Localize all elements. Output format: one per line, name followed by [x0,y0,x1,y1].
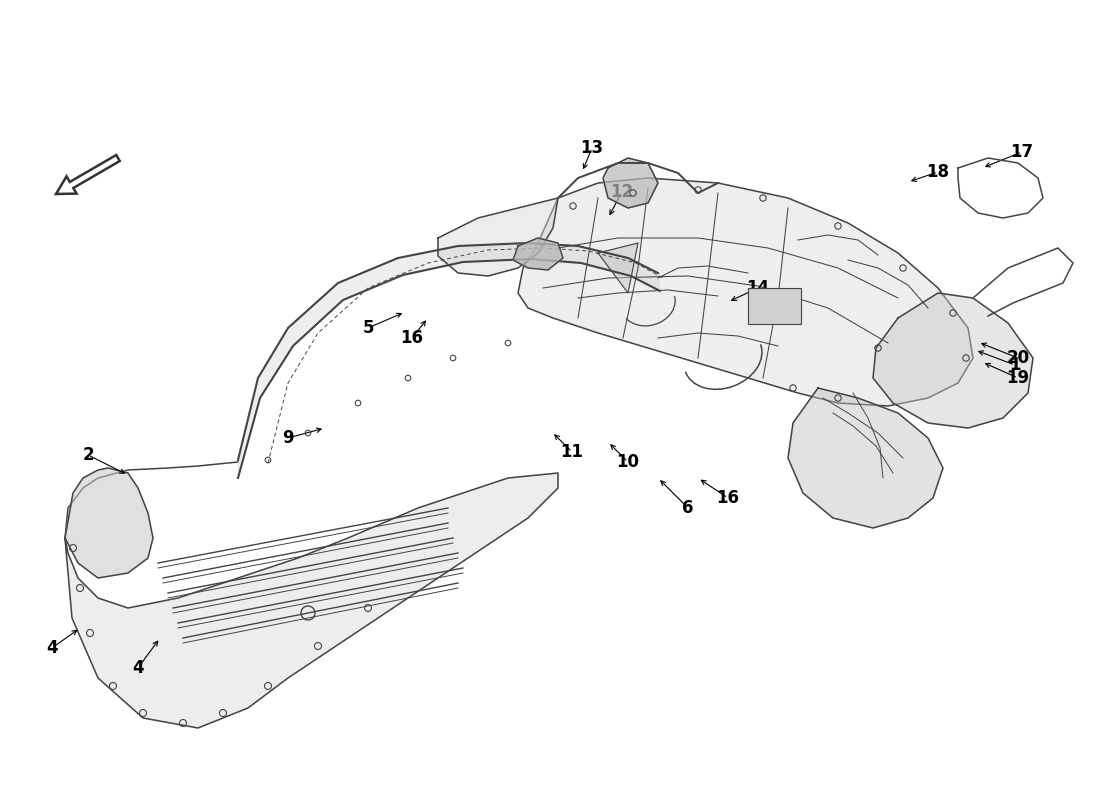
Polygon shape [518,178,974,406]
Text: 5: 5 [362,319,374,337]
Polygon shape [513,238,563,270]
Text: 18: 18 [926,163,949,181]
Text: 12: 12 [610,183,634,201]
Text: 14: 14 [747,279,770,297]
Polygon shape [603,158,658,208]
Polygon shape [65,473,558,728]
Text: 6: 6 [682,499,694,517]
Text: 16: 16 [400,329,424,347]
Polygon shape [873,293,1033,428]
Bar [748,288,801,324]
FancyArrow shape [56,155,120,194]
Text: 19: 19 [1006,369,1030,387]
Polygon shape [238,243,660,478]
Text: 13: 13 [581,139,604,157]
Polygon shape [65,468,153,578]
Text: 1: 1 [1010,356,1021,374]
Text: 10: 10 [616,453,639,471]
Text: 4: 4 [46,639,58,657]
Polygon shape [438,198,558,276]
Polygon shape [788,388,943,528]
Polygon shape [598,243,638,293]
Text: 11: 11 [561,443,583,461]
Text: 9: 9 [283,429,294,447]
Text: 20: 20 [1006,349,1030,367]
Text: 16: 16 [716,489,739,507]
Text: 4: 4 [132,659,144,677]
Text: 17: 17 [1011,143,1034,161]
Text: 2: 2 [82,446,94,464]
